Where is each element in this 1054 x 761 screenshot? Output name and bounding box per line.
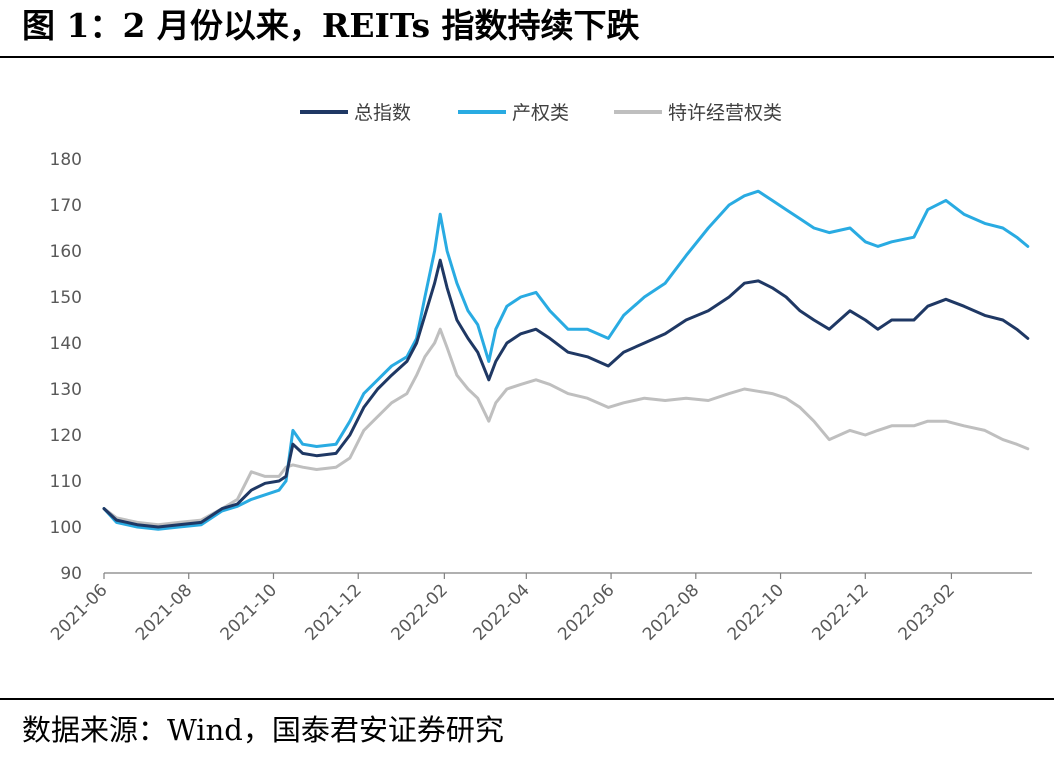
top-rule — [0, 56, 1054, 58]
x-tick-label: 2023-02 — [895, 580, 959, 644]
legend: 总指数 产权类 特许经营权类 — [300, 102, 782, 124]
y-tick-label: 140 — [50, 334, 82, 354]
x-tick-label: 2021-06 — [47, 580, 111, 644]
plot-lines — [102, 189, 1030, 531]
series-line-2 — [102, 189, 1030, 531]
legend-label: 特许经营权类 — [668, 102, 782, 124]
legend-label: 产权类 — [512, 102, 569, 124]
x-tick-label: 2022-10 — [724, 580, 788, 644]
x-tick-label: 2022-02 — [388, 580, 452, 644]
x-tick-label: 2022-08 — [639, 580, 703, 644]
y-tick-label: 160 — [50, 242, 82, 262]
x-tick-label: 2022-06 — [554, 580, 618, 644]
y-tick-label: 100 — [50, 518, 82, 538]
y-tick-label: 150 — [50, 288, 82, 308]
bottom-rule — [0, 698, 1054, 700]
figure-title: 图 1：2 月份以来，REITs 指数持续下跌 — [22, 6, 640, 45]
line-chart: 总指数 产权类 特许经营权类 90 100 110 120 130 140 150 160 170 1… — [47, 102, 1032, 645]
x-tick-label: 2021-12 — [301, 580, 365, 644]
y-tick-label: 180 — [50, 150, 82, 170]
x-tick-label: 2022-04 — [469, 580, 533, 644]
y-tick-label: 130 — [50, 380, 82, 400]
x-axis: 2021-06 2021-08 2021-10 2021-12 2022-02 2022-… — [47, 572, 1032, 645]
source-note: 数据来源：Wind，国泰君安证券研究 — [22, 713, 504, 747]
x-tick-label: 2021-08 — [132, 580, 196, 644]
x-tick-label: 2022-12 — [808, 580, 872, 644]
series-line-3 — [102, 327, 1030, 527]
legend-label: 总指数 — [354, 102, 411, 124]
x-tick-label: 2021-10 — [217, 580, 281, 644]
y-tick-label: 90 — [60, 564, 82, 584]
y-tick-label: 170 — [50, 196, 82, 216]
series-line-1 — [102, 258, 1030, 529]
y-axis: 90 100 110 120 130 140 150 160 170 180 — [50, 150, 82, 584]
y-tick-label: 110 — [50, 472, 82, 492]
y-tick-label: 120 — [50, 426, 82, 446]
